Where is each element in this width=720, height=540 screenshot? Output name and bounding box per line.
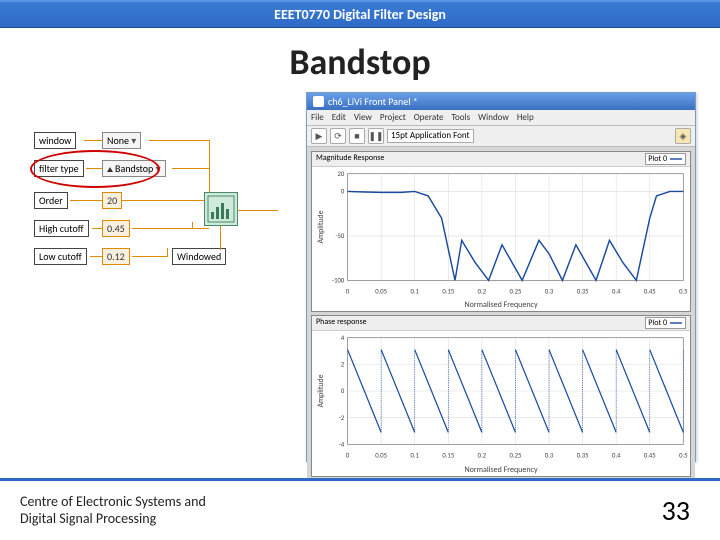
svg-text:4: 4 bbox=[341, 334, 345, 342]
page-number: 33 bbox=[662, 493, 690, 528]
svg-text:0.1: 0.1 bbox=[411, 452, 420, 460]
menu-project[interactable]: Project bbox=[380, 112, 406, 123]
svg-text:0.3: 0.3 bbox=[545, 452, 554, 460]
footer-text: Centre of Electronic Systems and Digital… bbox=[20, 494, 206, 528]
footer-line1: Centre of Electronic Systems and bbox=[20, 494, 206, 511]
plots-area: Magnitude Response Plot 0 0 0.05 0.1 0.15 0.… bbox=[307, 147, 695, 481]
svg-text:0.05: 0.05 bbox=[375, 452, 387, 460]
svg-text:0.35: 0.35 bbox=[577, 288, 589, 296]
svg-text:2: 2 bbox=[341, 361, 345, 369]
phase-title: Phase response bbox=[316, 317, 367, 329]
filter-type-dropdown[interactable]: Bandstop bbox=[102, 160, 166, 177]
menubar[interactable]: File Edit View Project Operate Tools Win… bbox=[307, 110, 695, 126]
svg-text:0.1: 0.1 bbox=[411, 288, 420, 296]
svg-text:Amplitude: Amplitude bbox=[317, 210, 326, 243]
menu-operate[interactable]: Operate bbox=[414, 112, 444, 123]
menu-window[interactable]: Window bbox=[478, 112, 509, 123]
svg-text:-4: -4 bbox=[339, 441, 345, 449]
window-dropdown[interactable]: None bbox=[102, 132, 141, 149]
svg-text:0.45: 0.45 bbox=[644, 452, 656, 460]
pause-button[interactable]: ❚❚ bbox=[368, 128, 384, 144]
font-field[interactable]: 15pt Application Font bbox=[387, 129, 474, 143]
window-label: window bbox=[34, 132, 76, 149]
phase-xlabel: Normalised Frequency bbox=[312, 465, 690, 476]
svg-text:0.25: 0.25 bbox=[510, 452, 522, 460]
mag-title: Magnitude Response bbox=[316, 153, 384, 165]
dft-node-icon bbox=[204, 192, 238, 226]
slide-title: Bandstop bbox=[0, 40, 720, 84]
footer-line2: Digital Signal Processing bbox=[20, 511, 206, 528]
window-title: ch6_LiVi Front Panel * bbox=[328, 95, 418, 108]
svg-text:0.05: 0.05 bbox=[375, 288, 387, 296]
svg-text:20: 20 bbox=[337, 170, 344, 178]
run-continuous-button[interactable]: ⟳ bbox=[330, 128, 346, 144]
phase-legend[interactable]: Plot 0 bbox=[645, 317, 686, 329]
menu-tools[interactable]: Tools bbox=[451, 112, 470, 123]
menu-edit[interactable]: Edit bbox=[332, 112, 346, 123]
windowed-label: Windowed bbox=[172, 248, 226, 265]
toolbar: ▶ ⟳ ■ ❚❚ 15pt Application Font ◈ bbox=[307, 126, 695, 147]
svg-text:0.2: 0.2 bbox=[478, 452, 487, 460]
content-area: window None filter type Bandstop Order 2… bbox=[0, 92, 720, 462]
svg-text:0: 0 bbox=[341, 188, 345, 196]
svg-text:0.4: 0.4 bbox=[612, 288, 621, 296]
svg-text:0: 0 bbox=[346, 288, 350, 296]
window-icon bbox=[313, 96, 324, 107]
window-titlebar: ch6_LiVi Front Panel * bbox=[307, 93, 695, 110]
filter-type-value: Bandstop bbox=[115, 162, 153, 175]
svg-text:-2: -2 bbox=[339, 414, 345, 422]
labview-window: ch6_LiVi Front Panel * File Edit View Pr… bbox=[306, 92, 696, 462]
svg-text:0.15: 0.15 bbox=[442, 452, 454, 460]
stop-button[interactable]: ■ bbox=[349, 128, 365, 144]
svg-text:Amplitude: Amplitude bbox=[317, 375, 326, 408]
course-header: EEET0770 Digital Filter Design bbox=[0, 0, 720, 28]
svg-text:0.35: 0.35 bbox=[577, 452, 589, 460]
run-button[interactable]: ▶ bbox=[311, 128, 327, 144]
mag-svg: 00.050.10.150.20.250.30.350.40.450.5200-… bbox=[312, 167, 690, 300]
svg-text:0.5: 0.5 bbox=[679, 452, 687, 460]
order-label: Order bbox=[34, 192, 68, 209]
svg-text:-100: -100 bbox=[332, 277, 345, 285]
svg-text:0.25: 0.25 bbox=[510, 288, 522, 296]
menu-file[interactable]: File bbox=[311, 112, 324, 123]
high-cutoff-label: High cutoff bbox=[34, 220, 89, 237]
mag-legend[interactable]: Plot 0 bbox=[645, 153, 686, 165]
menu-view[interactable]: View bbox=[354, 112, 372, 123]
svg-text:0.5: 0.5 bbox=[679, 288, 687, 296]
svg-text:-50: -50 bbox=[335, 232, 344, 240]
magnitude-plot: Magnitude Response Plot 0 0 0.05 0.1 0.15 0.… bbox=[311, 151, 691, 312]
footer: Centre of Electronic Systems and Digital… bbox=[0, 478, 720, 540]
svg-text:0.3: 0.3 bbox=[545, 288, 554, 296]
order-value[interactable]: 20 bbox=[102, 192, 122, 209]
svg-text:0.15: 0.15 bbox=[442, 288, 454, 296]
svg-text:0: 0 bbox=[346, 452, 350, 460]
high-cutoff-value[interactable]: 0.45 bbox=[102, 220, 130, 237]
svg-text:0.4: 0.4 bbox=[612, 452, 621, 460]
filter-type-label: filter type bbox=[34, 160, 84, 177]
phase-plot: Phase response Plot 0 0 0.05 0.1 0.15 0.2 0.2… bbox=[311, 315, 691, 476]
phase-svg: 00.050.10.150.20.250.30.350.40.450.5420-… bbox=[312, 331, 690, 464]
svg-text:0: 0 bbox=[341, 388, 345, 396]
low-cutoff-value[interactable]: 0.12 bbox=[102, 248, 130, 265]
block-diagram: window None filter type Bandstop Order 2… bbox=[24, 92, 294, 462]
menu-help[interactable]: Help bbox=[517, 112, 534, 123]
svg-text:0.45: 0.45 bbox=[644, 288, 656, 296]
svg-text:0.2: 0.2 bbox=[478, 288, 487, 296]
vi-icon[interactable]: ◈ bbox=[675, 128, 691, 144]
mag-xlabel: Normalised Frequency bbox=[312, 300, 690, 311]
low-cutoff-label: Low cutoff bbox=[34, 248, 87, 265]
